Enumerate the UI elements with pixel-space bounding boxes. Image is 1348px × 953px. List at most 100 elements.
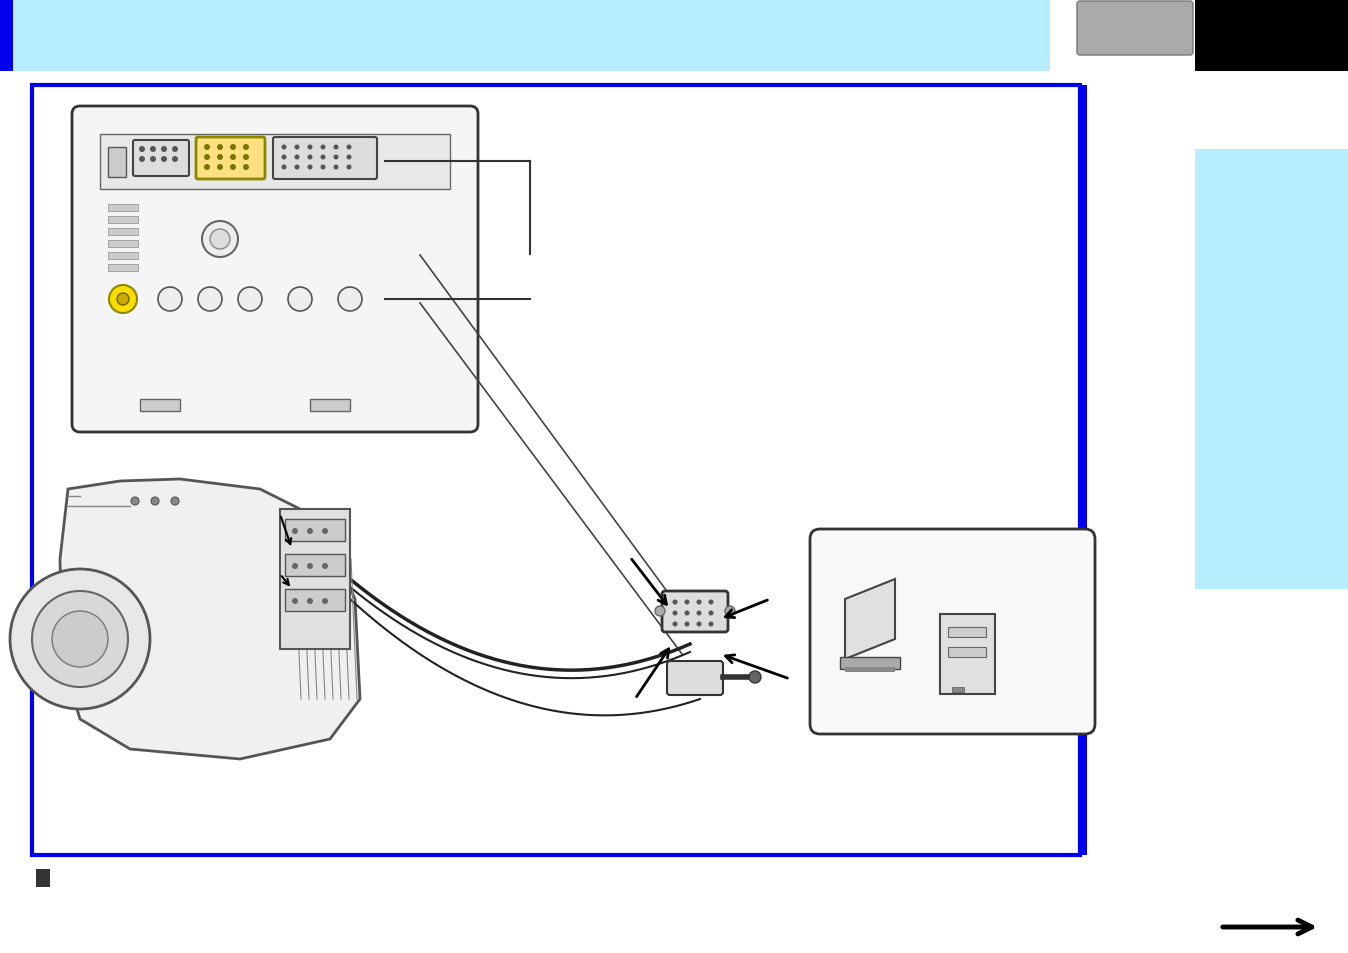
Bar: [280, 510, 350, 649]
Circle shape: [709, 611, 713, 616]
Bar: [948, 627, 985, 638]
FancyBboxPatch shape: [274, 138, 377, 180]
Circle shape: [307, 529, 313, 535]
Bar: [1194, 150, 1348, 589]
Circle shape: [307, 598, 313, 604]
Circle shape: [139, 157, 146, 163]
Bar: [108, 216, 137, 224]
Circle shape: [321, 165, 325, 171]
Circle shape: [204, 145, 210, 151]
Circle shape: [338, 288, 363, 312]
Circle shape: [655, 606, 665, 617]
Circle shape: [322, 529, 328, 535]
Circle shape: [346, 146, 352, 151]
Circle shape: [151, 497, 159, 505]
Bar: [0, 0, 1050, 71]
Circle shape: [171, 497, 179, 505]
Circle shape: [243, 165, 249, 171]
Circle shape: [307, 155, 313, 160]
FancyBboxPatch shape: [810, 530, 1095, 734]
Bar: [284, 589, 345, 612]
Circle shape: [697, 611, 701, 616]
Bar: [108, 205, 137, 212]
FancyBboxPatch shape: [71, 107, 479, 433]
Circle shape: [117, 294, 129, 306]
Circle shape: [333, 165, 338, 171]
Circle shape: [243, 145, 249, 151]
Bar: [140, 399, 181, 412]
Circle shape: [150, 147, 156, 152]
Bar: [0, 0, 13, 71]
Circle shape: [293, 529, 298, 535]
Circle shape: [243, 154, 249, 161]
Bar: [840, 658, 900, 669]
Circle shape: [204, 165, 210, 171]
Circle shape: [160, 157, 167, 163]
Circle shape: [697, 599, 701, 605]
Circle shape: [709, 599, 713, 605]
Bar: [36, 869, 50, 887]
Circle shape: [53, 612, 108, 667]
Circle shape: [158, 288, 182, 312]
Circle shape: [685, 611, 689, 616]
Circle shape: [725, 606, 735, 617]
Bar: [108, 241, 137, 248]
Polygon shape: [61, 479, 360, 760]
Polygon shape: [845, 579, 895, 659]
Circle shape: [173, 147, 178, 152]
FancyBboxPatch shape: [1077, 2, 1193, 56]
Circle shape: [333, 155, 338, 160]
FancyBboxPatch shape: [667, 661, 723, 696]
Circle shape: [173, 157, 178, 163]
Circle shape: [282, 155, 287, 160]
Bar: [108, 148, 125, 178]
Circle shape: [346, 165, 352, 171]
Bar: [845, 667, 895, 672]
Circle shape: [294, 165, 299, 171]
Circle shape: [217, 154, 222, 161]
Circle shape: [32, 592, 128, 687]
Circle shape: [749, 671, 762, 683]
Circle shape: [697, 622, 701, 627]
Circle shape: [109, 286, 137, 314]
Circle shape: [685, 599, 689, 605]
Circle shape: [709, 622, 713, 627]
Circle shape: [346, 155, 352, 160]
Circle shape: [673, 599, 678, 605]
Bar: [310, 399, 350, 412]
Bar: [940, 615, 995, 695]
Circle shape: [231, 154, 236, 161]
Circle shape: [293, 563, 298, 569]
Circle shape: [204, 154, 210, 161]
Circle shape: [139, 147, 146, 152]
Circle shape: [293, 598, 298, 604]
Bar: [32, 86, 1080, 855]
Circle shape: [307, 165, 313, 171]
Circle shape: [288, 288, 311, 312]
Bar: [108, 265, 137, 272]
FancyBboxPatch shape: [133, 141, 189, 177]
Circle shape: [160, 147, 167, 152]
Bar: [284, 519, 345, 541]
Bar: [1194, 0, 1348, 71]
Circle shape: [322, 563, 328, 569]
Bar: [1082, 86, 1086, 855]
Bar: [108, 253, 137, 260]
Bar: [952, 687, 964, 692]
FancyBboxPatch shape: [195, 138, 266, 180]
Circle shape: [333, 146, 338, 151]
Circle shape: [131, 497, 139, 505]
Circle shape: [282, 165, 287, 171]
Circle shape: [210, 230, 231, 250]
Circle shape: [231, 165, 236, 171]
FancyBboxPatch shape: [662, 592, 728, 633]
Circle shape: [231, 145, 236, 151]
Circle shape: [321, 146, 325, 151]
Circle shape: [321, 155, 325, 160]
Circle shape: [150, 157, 156, 163]
Circle shape: [217, 165, 222, 171]
Circle shape: [685, 622, 689, 627]
Circle shape: [294, 155, 299, 160]
Bar: [108, 229, 137, 235]
Circle shape: [307, 563, 313, 569]
